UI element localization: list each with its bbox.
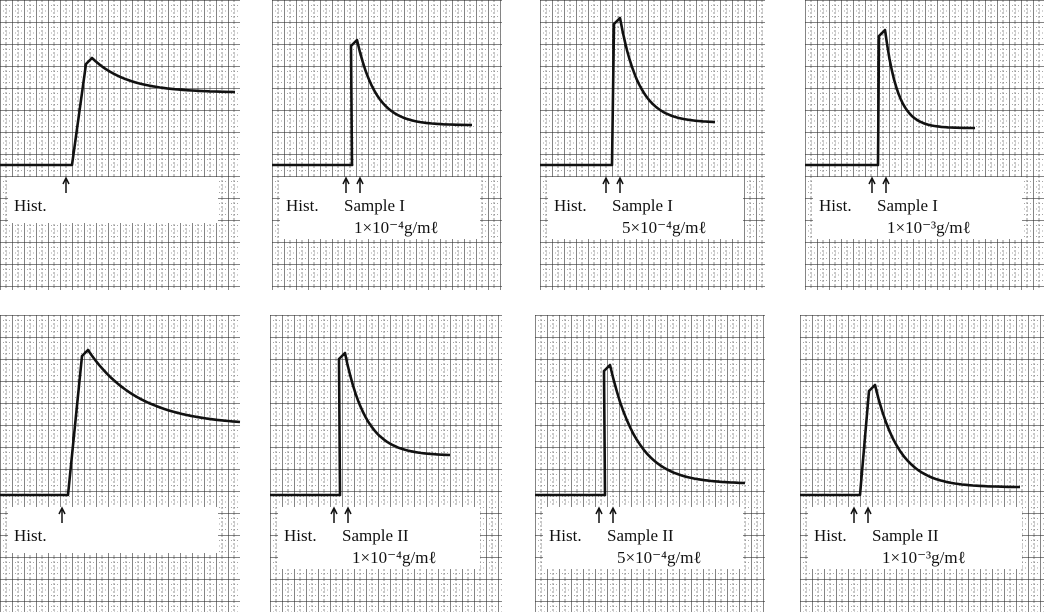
arrow-head <box>882 176 890 185</box>
label-box <box>8 507 218 553</box>
arrow-head <box>58 506 66 515</box>
arrow-head <box>62 176 70 185</box>
trace <box>800 383 1020 497</box>
hist-label: Hist. <box>814 526 847 545</box>
hist-label: Hist. <box>284 526 317 545</box>
sample-label: Sample I <box>877 196 938 215</box>
trace <box>0 56 236 167</box>
arrow-head <box>602 176 610 185</box>
label-box <box>548 177 743 239</box>
trace <box>270 351 451 497</box>
hist-label: Hist. <box>549 526 582 545</box>
chart-paper <box>0 0 240 290</box>
sample-label: Sample I <box>612 196 673 215</box>
panel: Hist. Sample II 1×10⁻³g/mℓ <box>800 315 1044 612</box>
arrow-head <box>330 506 338 515</box>
arrow-head <box>850 506 858 515</box>
chart-paper <box>272 0 502 290</box>
arrow-head <box>864 506 872 515</box>
arrow-head <box>344 506 352 515</box>
panel: Hist. Sample II 1×10⁻⁴g/mℓ <box>270 315 502 612</box>
chart-paper <box>540 0 765 290</box>
hist-label: Hist. <box>819 196 852 215</box>
arrow-head <box>342 176 350 185</box>
trace <box>535 363 746 497</box>
arrow-head <box>868 176 876 185</box>
concentration-label: 1×10⁻⁴g/mℓ <box>354 218 439 237</box>
label-box <box>543 507 743 569</box>
panel: Hist. Sample I 1×10⁻⁴g/mℓ <box>272 0 502 290</box>
trace <box>540 16 716 167</box>
concentration-label: 1×10⁻³g/mℓ <box>882 548 966 567</box>
hist-label: Hist. <box>14 526 47 545</box>
hist-label: Hist. <box>14 196 47 215</box>
chart-paper <box>805 0 1044 290</box>
label-box <box>808 507 1022 569</box>
panel: Hist. Sample I 1×10⁻³g/mℓ <box>805 0 1044 290</box>
arrow-head <box>616 176 624 185</box>
trace <box>0 348 241 497</box>
panel: Hist. Sample I 5×10⁻⁴g/mℓ <box>540 0 765 290</box>
label-box <box>8 177 218 223</box>
sample-label: Sample II <box>872 526 939 545</box>
panel: Hist. Sample II 5×10⁻⁴g/mℓ <box>535 315 765 612</box>
label-box <box>280 177 480 239</box>
hist-label: Hist. <box>286 196 319 215</box>
concentration-label: 5×10⁻⁴g/mℓ <box>622 218 707 237</box>
panel: Hist. <box>0 0 240 290</box>
trace <box>272 38 472 167</box>
sample-label: Sample II <box>342 526 409 545</box>
sample-label: Sample I <box>344 196 405 215</box>
chart-paper <box>0 315 240 612</box>
hist-label: Hist. <box>554 196 587 215</box>
panel: Hist. <box>0 315 241 612</box>
label-box <box>278 507 480 569</box>
concentration-label: 1×10⁻⁴g/mℓ <box>352 548 437 567</box>
arrow-head <box>595 506 603 515</box>
arrow-head <box>609 506 617 515</box>
concentration-label: 1×10⁻³g/mℓ <box>887 218 971 237</box>
arrow-head <box>356 176 364 185</box>
trace <box>805 28 975 167</box>
sample-label: Sample II <box>607 526 674 545</box>
concentration-label: 5×10⁻⁴g/mℓ <box>617 548 702 567</box>
label-box <box>813 177 1022 239</box>
